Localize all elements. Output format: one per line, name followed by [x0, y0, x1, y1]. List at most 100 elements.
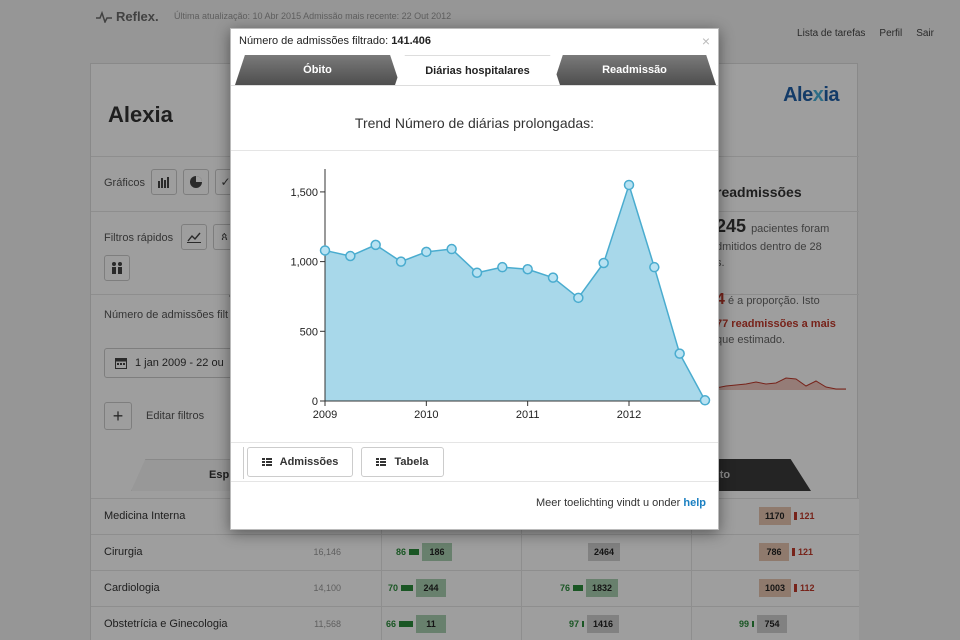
tabela-button-label: Tabela — [394, 456, 429, 468]
x-tick-label: 2009 — [313, 409, 337, 421]
table-row[interactable]: Cirurgia 16,146 86 186 2464 786 121 — [91, 534, 859, 571]
y-tick-label: 1,000 — [290, 257, 318, 269]
x-tick-label: 2010 — [414, 409, 438, 421]
row-name: Medicina Interna — [104, 510, 186, 522]
people-icon — [112, 262, 122, 274]
pulse-icon — [96, 10, 112, 23]
modal-header: Número de admissões filtrado: 141.406 — [239, 35, 431, 47]
filtered-admissions-value: 141.406 — [391, 35, 432, 47]
ratio-line: 4 é a proporção. Isto — [716, 291, 820, 308]
readm-cell: 1170 121 — [759, 507, 815, 525]
x-tick-label: 2011 — [516, 409, 540, 421]
y-tick-label: 0 — [312, 396, 318, 408]
admissoes-button[interactable]: Admissões — [247, 447, 353, 477]
readmissions-text-end: s. — [716, 257, 725, 269]
help-text: Meer toelichting vindt u onder — [536, 497, 681, 509]
alexia-logo: Alexia — [783, 84, 839, 106]
mortality-cell: 70 244 — [388, 579, 447, 597]
trend-icon — [187, 232, 201, 243]
readmissions-count: 245 pacientes foram — [716, 216, 830, 236]
filtered-admissions-label: Número de admissões filtrado: — [239, 35, 389, 47]
table-row[interactable]: Cardiologia 14,100 70 244 76 1832 1003 112 — [91, 570, 859, 607]
chart-modal: Número de admissões filtrado: 141.406 × … — [230, 28, 719, 530]
pie-chart-button[interactable] — [183, 169, 209, 195]
readmissions-text: dmitidos dentro de 28 — [716, 241, 822, 253]
data-point — [547, 272, 559, 283]
chart-points-group — [319, 179, 711, 406]
help-line: Meer toelichting vindt u onder help — [536, 497, 706, 509]
row-name: Cirurgia — [104, 546, 143, 558]
close-icon[interactable]: × — [701, 33, 710, 49]
tabela-button[interactable]: Tabela — [361, 447, 444, 477]
divider — [231, 150, 718, 151]
data-point — [649, 261, 660, 273]
last-update-meta: Última atualização: 10 Abr 2015 Admissão… — [174, 11, 452, 21]
area-fill — [325, 184, 705, 401]
page-title: Alexia — [108, 102, 173, 127]
col-sep — [381, 535, 382, 571]
brand-name: Reflex. — [116, 9, 159, 24]
tab-readmissao[interactable]: Readmissão — [553, 55, 716, 85]
divider — [243, 447, 244, 479]
bar-chart-icon — [158, 177, 169, 188]
col-sep — [521, 607, 522, 640]
tab-underline — [231, 85, 718, 86]
readm-cell: 786 121 — [759, 543, 813, 561]
data-point — [573, 292, 584, 304]
data-point — [471, 267, 483, 279]
table-row[interactable]: Obstetrícia e Ginecologia 11,568 66 11 97… — [91, 606, 859, 640]
pie-chart-icon — [190, 176, 202, 188]
col-sep — [521, 535, 522, 571]
top-nav: Lista de tarefas Perfil Sair — [797, 28, 934, 39]
stay-cell: 2464 — [588, 543, 621, 561]
check-icon: ✓ — [220, 175, 231, 189]
chart-axes-group: 0 500 1,000 1,500 2009 2010 2011 2012 — [290, 169, 705, 421]
readm-cell: 1003 112 — [759, 579, 815, 597]
tab-diarias-hospitalares[interactable]: Diárias hospitalares — [395, 55, 560, 85]
readmissions-title: readmissões — [716, 184, 802, 200]
admissoes-button-label: Admissões — [279, 456, 339, 468]
charts-label: Gráficos — [104, 177, 145, 189]
estimated-text: que estimado. — [716, 334, 786, 346]
divider — [231, 481, 718, 482]
help-link[interactable]: help — [683, 497, 706, 509]
tab-obito[interactable]: Óbito — [235, 55, 400, 85]
col-sep — [521, 571, 522, 607]
data-point — [497, 261, 508, 273]
plus-icon: + — [112, 405, 124, 426]
people-filter-button[interactable] — [104, 255, 130, 281]
bar-chart-button[interactable] — [151, 169, 177, 195]
admissions-filter-label: Número de admissões filt — [104, 309, 229, 321]
col-sep — [691, 607, 692, 640]
edit-filters-link[interactable]: Editar filtros — [146, 410, 205, 422]
data-point — [623, 179, 635, 191]
stay-cell: 97 1416 — [569, 615, 620, 633]
stay-cell: 76 1832 — [560, 579, 619, 597]
ribbon-filter-button[interactable]: ጰ — [213, 224, 235, 250]
data-point — [345, 250, 356, 262]
data-point — [446, 243, 457, 255]
row-count: 16,146 — [313, 547, 341, 557]
nav-task-list[interactable]: Lista de tarefas — [797, 28, 866, 39]
nav-logout[interactable]: Sair — [916, 28, 934, 39]
trend-filter-button[interactable] — [181, 224, 207, 250]
data-point — [699, 395, 711, 406]
nav-profile[interactable]: Perfil — [879, 28, 903, 39]
data-point — [598, 257, 609, 269]
col-sep — [691, 571, 692, 607]
add-filter-button[interactable]: + — [104, 402, 132, 430]
readmissions-sparkline — [716, 377, 846, 390]
row-count: 11,568 — [314, 619, 341, 629]
chart-area-group — [324, 182, 706, 401]
y-tick-label: 1,500 — [290, 187, 318, 199]
col-sep — [691, 535, 692, 571]
date-range-picker[interactable]: 1 jan 2009 - 22 ou — [104, 348, 254, 378]
row-count: 14,100 — [313, 583, 341, 593]
date-range-text: 1 jan 2009 - 22 ou — [135, 357, 224, 369]
table-icon — [376, 458, 387, 466]
quick-filters-label: Filtros rápidos — [104, 232, 174, 244]
modal-tabs: Óbito Diárias hospitalares Readmissão — [235, 55, 716, 85]
brand[interactable]: Reflex. — [96, 9, 159, 24]
mortality-cell: 86 186 — [396, 543, 453, 561]
trend-area-chart: 0 500 1,000 1,500 2009 2010 2011 2012 — [290, 169, 711, 421]
